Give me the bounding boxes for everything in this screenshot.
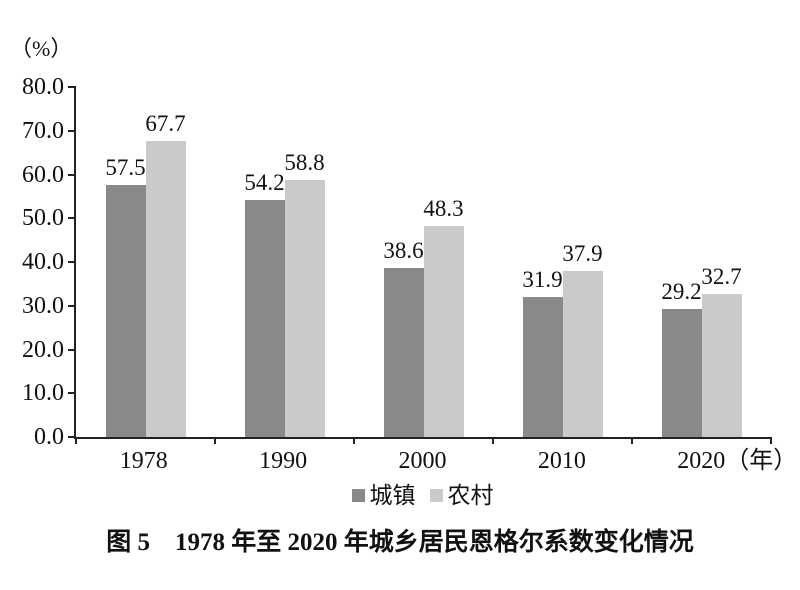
y-axis-tick-mark	[68, 217, 76, 220]
x-axis-label-text: 2010	[537, 448, 586, 474]
legend-label-rural: 农村	[447, 483, 494, 508]
y-axis-tick-mark	[68, 304, 76, 307]
y-axis-tick-label: 0.0	[34, 424, 64, 450]
x-axis-label-text: 2000	[398, 448, 447, 474]
bar-urban-2000: 38.6	[383, 239, 424, 437]
y-axis-tick-mark	[68, 129, 76, 132]
x-axis-label-2010: 2010	[538, 449, 586, 473]
x-axis-tick-mark	[770, 437, 772, 444]
y-axis-tick-label: 70.0	[22, 117, 64, 144]
x-axis-label-1978: 1978	[120, 449, 168, 473]
x-axis-label-text: 2020	[677, 448, 726, 474]
figure-caption: 图 5 1978 年至 2020 年城乡居民恩格尔系数变化情况	[106, 529, 694, 556]
plot-area: 0.0 10.0 20.0 30.0 40.0 50.0 60.0 70.0 80.0 57.5 6…	[22, 75, 772, 449]
legend-swatch-urban	[351, 489, 365, 502]
bar-value-label-urban-2000: 38.6	[383, 238, 424, 264]
bar-value-label-rural-1978: 67.7	[145, 110, 186, 136]
legend-label-urban: 城镇	[369, 483, 416, 508]
bar-value-label-urban-1978: 57.5	[105, 155, 146, 181]
y-axis-tick-mark	[68, 261, 76, 263]
bar-urban-1990: 54.2	[244, 171, 285, 437]
y-axis-tick-label: 50.0	[22, 205, 64, 232]
y-axis-tick-mark	[68, 86, 76, 88]
bar-value-label-urban-2020: 29.2	[661, 279, 702, 305]
y-axis-tick-mark	[68, 392, 76, 395]
legend-item-rural: 农村	[429, 483, 494, 508]
bar-group-2000: 38.6 48.3	[354, 87, 493, 437]
bar-group-1990: 54.2 58.8	[215, 87, 354, 437]
legend-swatch-rural	[429, 489, 443, 502]
bar-group-2020: 29.2 32.7	[632, 87, 771, 437]
bar-group-2010: 31.9 37.9	[493, 87, 632, 437]
x-axis-label-text: 1990	[259, 448, 308, 474]
x-axis-tick-mark	[353, 437, 355, 444]
bar-value-label-urban-2010: 31.9	[522, 267, 563, 293]
x-axis-label-1990: 1990	[259, 449, 307, 473]
bar-value-label-urban-1990: 54.2	[244, 169, 285, 195]
y-axis-tick-label: 10.0	[22, 380, 64, 407]
y-axis-tick-mark	[68, 173, 76, 176]
bar-rural-1990: 58.8	[284, 151, 325, 437]
y-axis-tick-label: 20.0	[22, 336, 64, 363]
y-axis-tick-label: 40.0	[22, 249, 64, 275]
bar-urban-2020: 29.2	[661, 280, 702, 437]
x-axis-tick-mark	[214, 437, 216, 444]
x-axis-label-text: 1978	[119, 448, 168, 474]
bar-urban-1978: 57.5	[105, 156, 146, 437]
legend: 城镇 农村	[74, 484, 771, 507]
y-axis-tick-mark	[68, 348, 76, 351]
y-axis-tick-label: 60.0	[22, 161, 64, 188]
bar-rural-2000: 48.3	[423, 197, 464, 437]
bar-urban-2010: 31.9	[522, 268, 563, 437]
legend-item-urban: 城镇	[351, 483, 416, 508]
bar-value-label-rural-2010: 37.9	[562, 241, 603, 267]
y-axis-tick-mark	[68, 436, 76, 438]
x-axis-label-2000: 2000	[399, 449, 447, 473]
x-axis-unit-suffix: （年）	[725, 448, 798, 474]
bar-rural-2020: 32.7	[701, 265, 742, 437]
bar-value-label-rural-2020: 32.7	[701, 263, 742, 289]
y-axis-tick-label: 80.0	[22, 74, 64, 100]
bar-value-label-rural-1990: 58.8	[284, 149, 325, 175]
x-axis-label-2020: 2020 （年）	[677, 448, 797, 474]
bar-value-label-rural-2000: 48.3	[423, 195, 464, 221]
x-axis-tick-mark	[631, 437, 633, 444]
x-axis-tick-mark	[492, 437, 494, 444]
bar-rural-2010: 37.9	[562, 242, 603, 437]
x-axis-labels: 1978 1990 2000 2010 2020 （年）	[74, 448, 798, 479]
bar-groups: 57.5 67.7 54.2 58.8 38.6 48.3 31.9 37.9 29.2 32.7	[76, 87, 771, 437]
y-axis-unit-label: （%）	[10, 36, 73, 61]
y-axis-tick-label: 30.0	[22, 292, 64, 319]
x-axis-tick-mark	[75, 437, 77, 444]
bar-rural-1978: 67.7	[145, 112, 186, 437]
bar-group-1978: 57.5 67.7	[76, 87, 215, 437]
